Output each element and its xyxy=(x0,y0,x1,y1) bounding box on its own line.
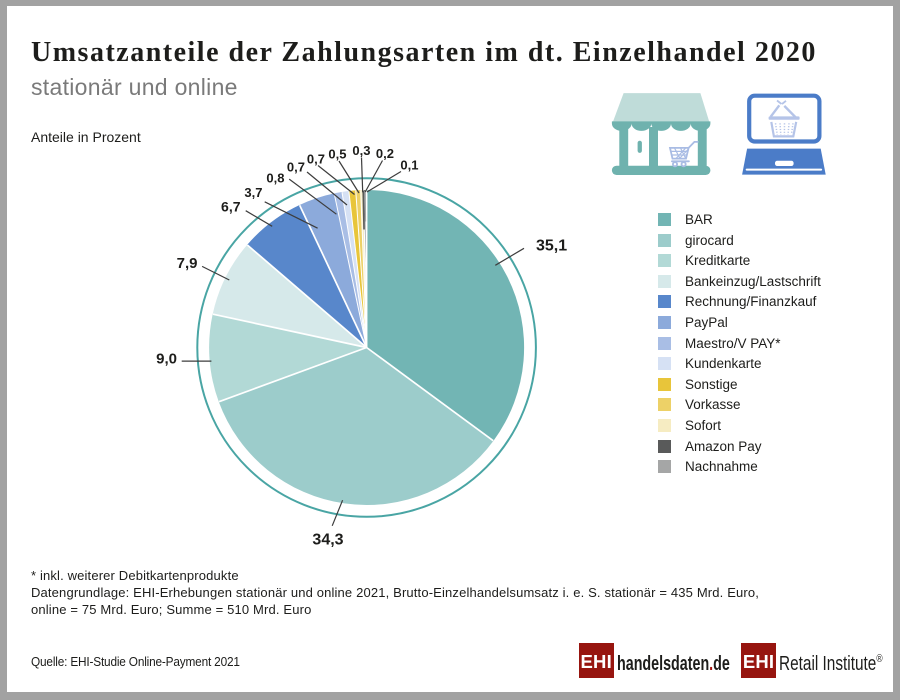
svg-text:0,3: 0,3 xyxy=(352,143,370,158)
svg-text:0,7: 0,7 xyxy=(307,152,325,167)
svg-text:0,8: 0,8 xyxy=(266,170,284,185)
svg-text:7,9: 7,9 xyxy=(177,255,198,272)
svg-text:0,5: 0,5 xyxy=(328,147,346,162)
svg-text:9,0: 9,0 xyxy=(156,351,177,368)
svg-text:35,1: 35,1 xyxy=(536,238,567,255)
svg-text:0,1: 0,1 xyxy=(400,158,418,173)
svg-text:34,3: 34,3 xyxy=(312,532,343,549)
svg-text:0,7: 0,7 xyxy=(287,160,305,175)
svg-text:0,2: 0,2 xyxy=(376,146,394,161)
svg-text:6,7: 6,7 xyxy=(221,199,241,215)
svg-text:3,7: 3,7 xyxy=(244,185,262,200)
